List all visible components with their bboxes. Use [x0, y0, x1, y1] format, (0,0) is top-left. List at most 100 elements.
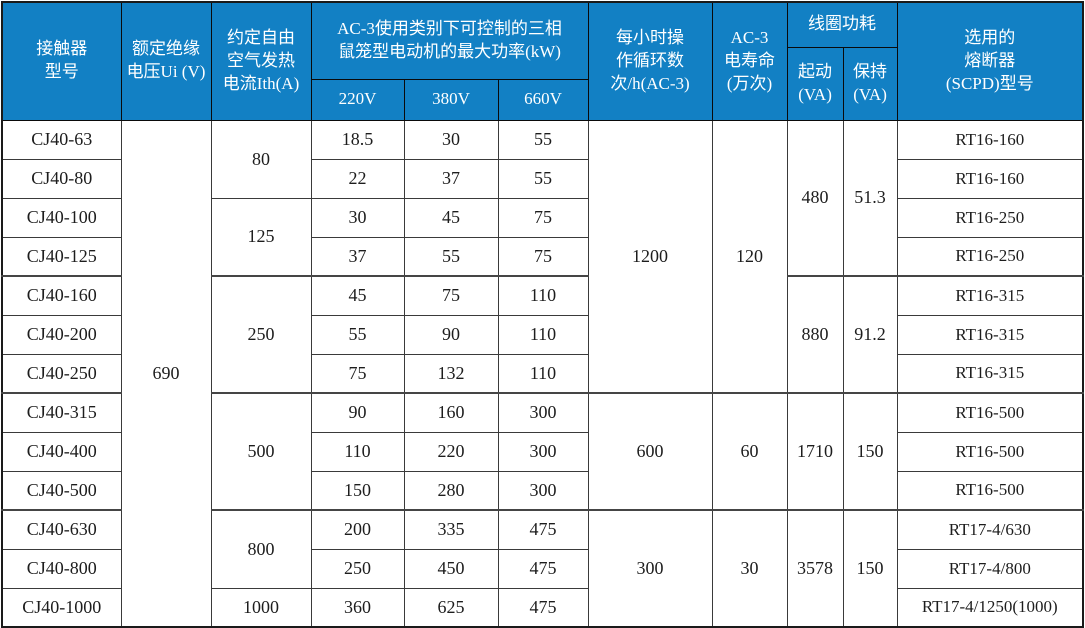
cell-coil-hold: 51.3: [842, 119, 898, 277]
cell-cycles: 600: [587, 392, 713, 511]
cell-p660: 475: [497, 548, 589, 589]
cell-model: CJ40-1000: [1, 587, 122, 628]
cell-fuse: RT16-315: [896, 275, 1084, 316]
cell-fuse: RT16-500: [896, 392, 1084, 433]
cell-fuse: RT16-500: [896, 431, 1084, 472]
cell-p380: 450: [403, 548, 499, 589]
header-coil-hold: 保持 (VA): [842, 46, 898, 121]
cell-model: CJ40-100: [1, 197, 122, 238]
cell-model: CJ40-80: [1, 158, 122, 199]
cell-ith: 80: [210, 119, 312, 199]
cell-coil-start: 480: [786, 119, 844, 277]
header-660v: 660V: [497, 78, 589, 121]
cell-p660: 110: [497, 314, 589, 355]
header-220v: 220V: [310, 78, 405, 121]
cell-fuse: RT16-250: [896, 197, 1084, 238]
cell-p220: 55: [310, 314, 405, 355]
cell-p660: 300: [497, 470, 589, 511]
cell-p380: 37: [403, 158, 499, 199]
cell-model: CJ40-400: [1, 431, 122, 472]
cell-model: CJ40-200: [1, 314, 122, 355]
cell-coil-start: 1710: [786, 392, 844, 511]
table-row: CJ40-630 800 200 335 475 300 30 3578 150…: [1, 509, 1084, 628]
cell-fuse: RT17-4/1250(1000): [896, 587, 1084, 628]
cell-fuse: RT16-160: [896, 158, 1084, 199]
cell-p660: 55: [497, 158, 589, 199]
header-thermal-current: 约定自由 空气发热 电流Ith(A): [210, 1, 312, 121]
cell-p660: 75: [497, 236, 589, 277]
cell-coil-hold: 150: [842, 392, 898, 511]
cell-model: CJ40-315: [1, 392, 122, 433]
table-row: CJ40-800 250 450 475 RT17-4/800: [1, 548, 1084, 589]
cell-p380: 220: [403, 431, 499, 472]
cell-p660: 110: [497, 353, 589, 394]
header-ops-per-hour: 每小时操 作循环数 次/h(AC-3): [587, 1, 713, 121]
cell-fuse: RT16-315: [896, 314, 1084, 355]
cell-p220: 200: [310, 509, 405, 550]
cell-p380: 90: [403, 314, 499, 355]
cell-p380: 75: [403, 275, 499, 316]
cell-p380: 625: [403, 587, 499, 628]
cell-ith: 800: [210, 509, 312, 589]
cell-p220: 75: [310, 353, 405, 394]
table-row: CJ40-500 150 280 300 RT16-500: [1, 470, 1084, 511]
cell-p220: 250: [310, 548, 405, 589]
cell-p380: 55: [403, 236, 499, 277]
cell-ith: 250: [210, 275, 312, 394]
cell-cycles: 1200: [587, 119, 713, 394]
cell-p220: 37: [310, 236, 405, 277]
cell-ith: 1000: [210, 587, 312, 628]
cell-model: CJ40-250: [1, 353, 122, 394]
cell-p660: 300: [497, 431, 589, 472]
cell-p660: 300: [497, 392, 589, 433]
cell-life: 120: [711, 119, 788, 394]
cell-model: CJ40-160: [1, 275, 122, 316]
cell-p220: 45: [310, 275, 405, 316]
cell-p380: 160: [403, 392, 499, 433]
cell-p380: 335: [403, 509, 499, 550]
table-row: CJ40-160 250 45 75 110 880 91.2 RT16-315: [1, 275, 1084, 394]
cell-p660: 110: [497, 275, 589, 316]
cell-p220: 150: [310, 470, 405, 511]
table-row: CJ40-400 110 220 300 RT16-500: [1, 431, 1084, 472]
table-row: CJ40-63 690 80 18.5 30 55 1200 120 480 5…: [1, 119, 1084, 628]
cell-fuse: RT16-500: [896, 470, 1084, 511]
cell-life: 60: [711, 392, 788, 511]
cell-p220: 110: [310, 431, 405, 472]
header-ac3-life: AC-3 电寿命 (万次): [711, 1, 788, 121]
cell-fuse: RT16-250: [896, 236, 1084, 277]
header-ac3-power: AC-3使用类别下可控制的三相 鼠笼型电动机的最大功率(kW): [310, 1, 589, 80]
table-row: CJ40-1000 1000 360 625 475 RT17-4/1250(1…: [1, 587, 1084, 628]
cell-p660: 75: [497, 197, 589, 238]
cell-fuse: RT16-315: [896, 353, 1084, 394]
cell-ith: 125: [210, 197, 312, 277]
table-row: CJ40-200 55 90 110 RT16-315: [1, 314, 1084, 355]
cell-fuse: RT16-160: [896, 119, 1084, 160]
cell-p220: 18.5: [310, 119, 405, 160]
cell-cycles: 300: [587, 509, 713, 628]
table-row: CJ40-315 500 90 160 300 600 60 1710 150 …: [1, 392, 1084, 511]
cell-fuse: RT17-4/630: [896, 509, 1084, 550]
cell-coil-start: 3578: [786, 509, 844, 628]
cell-model: CJ40-63: [1, 119, 122, 160]
cell-p220: 360: [310, 587, 405, 628]
cell-p220: 22: [310, 158, 405, 199]
cell-coil-start: 880: [786, 275, 844, 394]
cell-p380: 132: [403, 353, 499, 394]
cell-p220: 30: [310, 197, 405, 238]
table-row: CJ40-80 22 37 55 RT16-160: [1, 158, 1084, 199]
cell-model: CJ40-800: [1, 548, 122, 589]
cell-model: CJ40-125: [1, 236, 122, 277]
cell-model: CJ40-630: [1, 509, 122, 550]
header-contactor-model: 接触器 型号: [1, 1, 122, 121]
cell-p380: 280: [403, 470, 499, 511]
cell-p220: 90: [310, 392, 405, 433]
header-coil-start: 起动 (VA): [786, 46, 844, 121]
cell-rated-voltage: 690: [120, 119, 212, 628]
table-row: CJ40-100 125 30 45 75 RT16-250: [1, 197, 1084, 277]
cell-coil-hold: 150: [842, 509, 898, 628]
cell-p660: 475: [497, 509, 589, 550]
cell-coil-hold: 91.2: [842, 275, 898, 394]
cell-p660: 55: [497, 119, 589, 160]
